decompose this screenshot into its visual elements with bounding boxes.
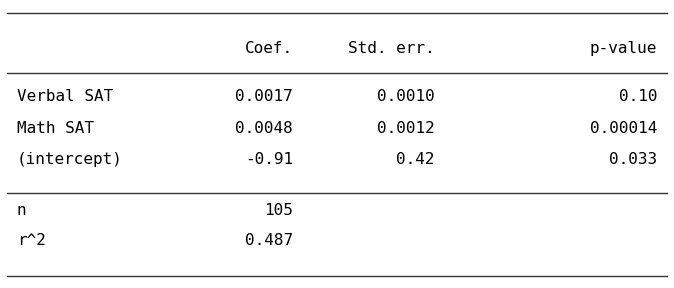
Text: 105: 105 [264,203,293,218]
Text: 0.0012: 0.0012 [377,121,435,136]
Text: p-value: p-value [590,41,657,56]
Text: n: n [17,203,26,218]
Text: r^2: r^2 [17,233,46,248]
Text: Std. err.: Std. err. [348,41,435,56]
Text: 0.42: 0.42 [396,152,435,167]
Text: -0.91: -0.91 [245,152,293,167]
Text: 0.00014: 0.00014 [590,121,657,136]
Text: 0.0017: 0.0017 [235,89,293,104]
Text: 0.487: 0.487 [245,233,293,248]
Text: 0.0048: 0.0048 [235,121,293,136]
Text: 0.0010: 0.0010 [377,89,435,104]
Text: 0.033: 0.033 [609,152,657,167]
Text: Coef.: Coef. [245,41,293,56]
Text: Verbal SAT: Verbal SAT [17,89,113,104]
Text: 0.10: 0.10 [619,89,657,104]
Text: (intercept): (intercept) [17,152,123,167]
Text: Math SAT: Math SAT [17,121,94,136]
